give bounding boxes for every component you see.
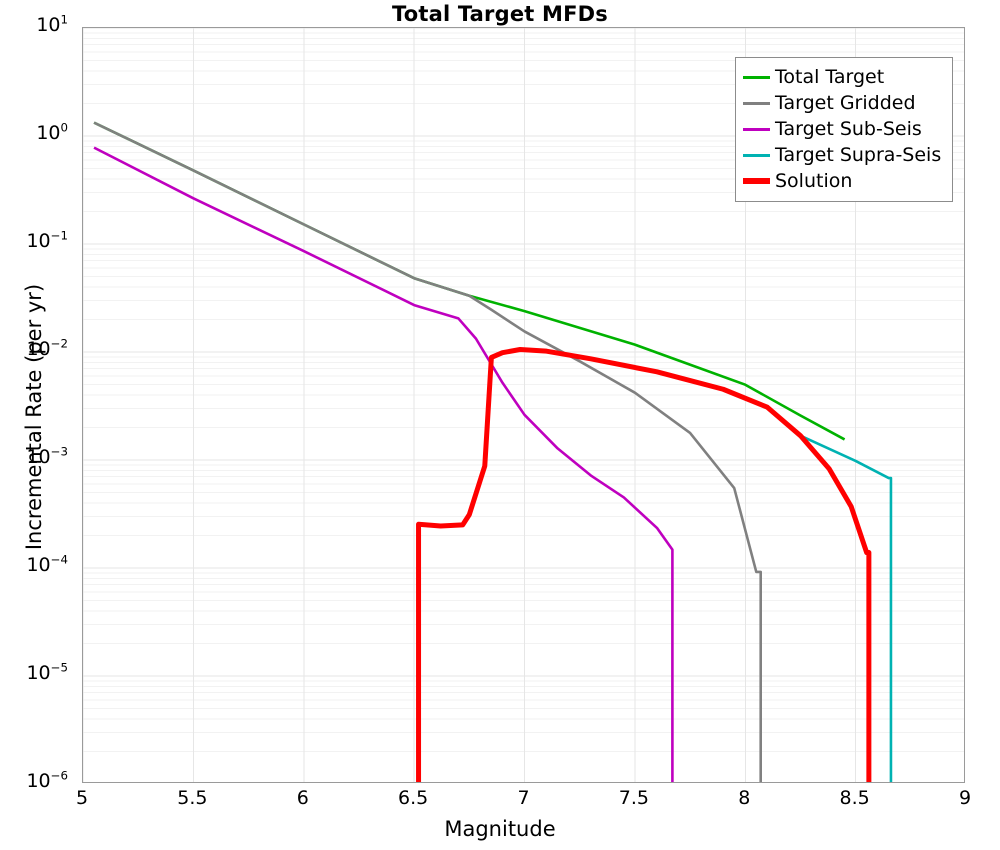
chart-legend: Total Target Target Gridded Target Sub-Sei…	[735, 57, 953, 202]
y-tick-label: 10−1	[26, 228, 68, 252]
legend-item: Solution	[743, 168, 945, 194]
series-line	[93, 121, 763, 782]
x-tick-label: 5	[75, 787, 89, 809]
y-axis-label: Incremental Rate (per yr)	[22, 283, 46, 551]
legend-color-swatch	[743, 127, 770, 131]
y-tick-label: 101	[36, 12, 68, 36]
legend-item-label: Solution	[775, 169, 853, 192]
legend-item-label: Total Target	[775, 65, 885, 88]
data-series-lines	[93, 121, 893, 782]
y-axis-tick-labels: 101 100 10−1 10−2 10−3 10−4 10−5 10−6	[0, 0, 78, 850]
legend-color-swatch	[743, 178, 770, 184]
x-tick-label: 8	[738, 787, 751, 809]
legend-item-label: Target Sub-Seis	[775, 117, 922, 140]
series-line	[416, 346, 872, 782]
y-tick-label: 10−6	[26, 768, 68, 792]
legend-color-swatch	[743, 153, 770, 157]
legend-color-swatch	[743, 75, 770, 79]
legend-item: Target Sub-Seis	[743, 116, 945, 142]
x-tick-label: 7.5	[618, 787, 649, 809]
x-tick-label: 7	[517, 787, 530, 809]
y-tick-label: 10−5	[26, 660, 68, 684]
x-tick-label: 6.5	[398, 787, 429, 809]
legend-item: Target Supra-Seis	[743, 142, 945, 168]
x-tick-label: 8.5	[839, 787, 870, 809]
series-line	[799, 434, 893, 782]
x-tick-label: 9	[958, 787, 972, 809]
chart-title: Total Target MFDs	[391, 2, 609, 26]
x-tick-label: 6	[296, 787, 309, 809]
legend-item-label: Target Supra-Seis	[775, 143, 942, 166]
series-line	[93, 146, 674, 782]
legend-item-label: Target Gridded	[775, 91, 916, 114]
legend-item: Target Gridded	[743, 90, 945, 116]
x-tick-label: 5.5	[177, 787, 208, 809]
y-tick-label: 10−2	[26, 336, 68, 360]
y-tick-label: 10−4	[26, 552, 68, 576]
y-tick-label: 100	[36, 120, 68, 144]
y-tick-label: 10−3	[26, 444, 68, 468]
grid-lines	[83, 28, 964, 782]
legend-item: Total Target	[743, 64, 945, 90]
legend-color-swatch	[743, 101, 770, 105]
x-axis-label: Magnitude	[444, 817, 556, 841]
